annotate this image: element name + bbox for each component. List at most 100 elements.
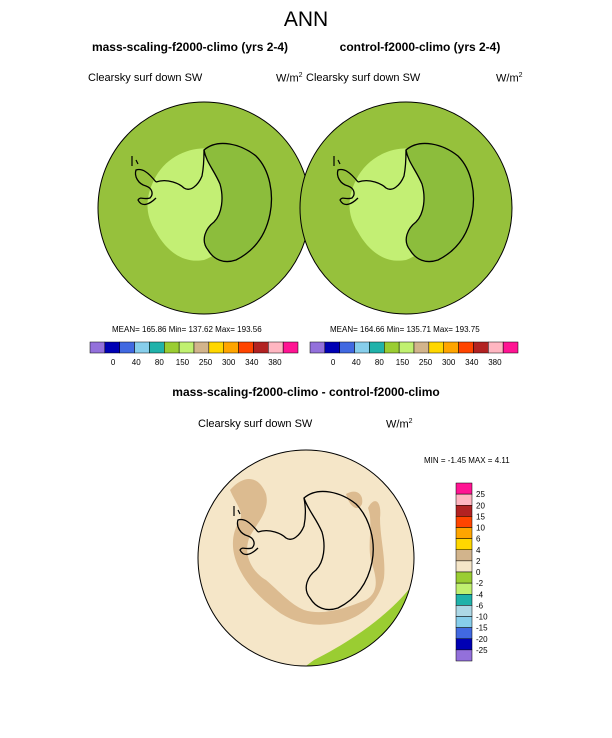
panel-1-colorbar-tick-label: 300 (222, 358, 236, 367)
diff-colorbar-tick-label: 4 (476, 546, 481, 555)
diff-colorbar-tick-label: -20 (476, 635, 488, 644)
diff-colorbar-swatch (455, 516, 473, 528)
panel-1-polar-map (97, 101, 311, 315)
panel-1-stats: MEAN= 165.86 Min= 137.62 Max= 193.56 (112, 325, 262, 334)
diff-units: W/m2 (386, 418, 413, 431)
diff-colorbar-swatch (455, 616, 473, 628)
diff-peninsula-coast (236, 518, 259, 556)
diff-colorbar-tick-label: -10 (476, 613, 488, 622)
panel-1-colorbar-tick-label: 0 (111, 358, 116, 367)
diff-colorbar-tick-label: 10 (476, 524, 485, 533)
diff-colorbar-swatch (455, 594, 473, 606)
diff-colorbar-tick-label: 0 (476, 568, 481, 577)
diff-colorbar-tick-label: 6 (476, 535, 481, 544)
panel-2-polar-map (299, 101, 513, 315)
diff-colorbar-swatch (455, 649, 473, 662)
diff-colorbar-swatch (455, 582, 473, 595)
panel-1-colorbar-swatch (149, 341, 165, 354)
panel-2-units: W/m2 (496, 72, 523, 85)
panel-2-colorbar-tick-label: 380 (488, 358, 502, 367)
diff-positive-anomaly-patch (346, 491, 363, 509)
panel-2-colorbar-swatch (488, 341, 504, 354)
diff-east-antarctica-coast (303, 490, 374, 611)
panel-2-colorbar-swatch (324, 341, 340, 354)
diff-weddell-coast (257, 497, 307, 540)
diff-colorbar-swatch (455, 638, 473, 651)
panel-2-colorbar-swatch (458, 341, 474, 354)
panel-2-title: control-f2000-climo (yrs 2-4) (339, 40, 501, 54)
diff-polar-map (197, 449, 415, 667)
panel-1-colorbar-tick-label: 250 (199, 358, 213, 367)
panel-1-peninsula-coast (134, 168, 157, 206)
panel-1-colorbar-swatch (89, 341, 106, 354)
diff-colorbar-tick-label: 25 (476, 490, 485, 499)
diff-colorbar-tick-label: -4 (476, 590, 484, 599)
panel-2-colorbar-swatch (309, 341, 326, 354)
diff-positive-anomaly-band (230, 478, 385, 625)
panel-2-variable-label: Clearsky surf down SW (306, 72, 421, 84)
diff-colorbar-tick-label: -6 (476, 601, 484, 610)
panel-2-colorbar-tick-label: 0 (331, 358, 336, 367)
panel-2-colorbar-swatch (413, 341, 430, 354)
panel-2-colorbar-swatch (369, 341, 385, 354)
panel-2-colorbar-swatch (354, 341, 370, 354)
diff-colorbar-swatch (455, 493, 473, 506)
diff-colorbar-swatch (455, 482, 473, 495)
diff-colorbar-swatch (455, 571, 473, 584)
panel-1-colorbar: 0 40 80 150 250 300 340 380 (89, 341, 299, 367)
panel-1-colorbar-swatch (238, 341, 254, 354)
panel-1-colorbar-swatch (193, 341, 210, 354)
diff-title: mass-scaling-f2000-climo - control-f2000… (172, 385, 440, 399)
panel-1-variable-label: Clearsky surf down SW (88, 72, 203, 84)
panel-1-colorbar-tick-label: 80 (155, 358, 164, 367)
diff-colorbar-tick-label: -15 (476, 624, 488, 633)
diff-colorbar-tick-label: -2 (476, 579, 484, 588)
panel-1-colorbar-swatch (223, 341, 239, 354)
panel-1-colorbar-swatch (208, 341, 224, 354)
panel-1-units: W/m2 (276, 72, 303, 85)
panel-1-colorbar-swatch (104, 341, 120, 354)
diff-colorbar-swatch (455, 560, 473, 573)
panel-2-stats: MEAN= 164.66 Min= 135.71 Max= 193.75 (330, 325, 480, 334)
diff-colorbar-swatch (455, 605, 473, 617)
diff-colorbar-swatch (455, 549, 473, 562)
panel-2-colorbar-tick-label: 300 (442, 358, 456, 367)
panel-1-colorbar-tick-label: 40 (132, 358, 141, 367)
panel-2-colorbar-swatch (384, 341, 400, 354)
panel-2-peninsula-coast (336, 168, 359, 206)
panel-2-weddell-coast (357, 149, 407, 190)
panel-2-colorbar-swatch (502, 341, 519, 354)
panel-1-colorbar-tick-label: 340 (245, 358, 259, 367)
diff-colorbar-tick-label: 2 (476, 557, 481, 566)
panel-1-islands (131, 156, 139, 166)
panel-1-colorbar-tick-label: 150 (176, 358, 190, 367)
panel-1-colorbar-swatch (282, 341, 299, 354)
panel-1-colorbar-swatch (134, 341, 150, 354)
panel-2-colorbar-tick-label: 80 (375, 358, 384, 367)
panel-2-islands (333, 156, 341, 166)
panel-2-colorbar-tick-label: 340 (465, 358, 479, 367)
diff-colorbar-tick-label: 20 (476, 501, 485, 510)
panel-1-weddell-coast (155, 149, 205, 190)
diff-colorbar-swatch (455, 627, 473, 639)
panel-1-colorbar-swatch (119, 341, 135, 354)
diff-colorbar-tick-label: 15 (476, 512, 485, 521)
panel-2-colorbar-swatch (428, 341, 444, 354)
panel-1-colorbar-swatch (268, 341, 284, 354)
panel-2-colorbar-swatch (443, 341, 459, 354)
diff-variable-label: Clearsky surf down SW (198, 418, 313, 430)
panel-1-east-antarctica (203, 142, 273, 263)
diff-stats: MIN = -1.45 MAX = 4.11 (424, 456, 510, 465)
panel-2-colorbar-swatch (473, 341, 489, 354)
diff-colorbar-swatch (455, 505, 473, 517)
panel-1-colorbar-swatch (253, 341, 269, 354)
panel-1-colorbar-tick-label: 380 (268, 358, 282, 367)
panel-2-colorbar-tick-label: 40 (352, 358, 361, 367)
panel-1-title: mass-scaling-f2000-climo (yrs 2-4) (91, 40, 289, 54)
diff-colorbar-swatch (455, 538, 473, 550)
panel-2-colorbar-swatch (339, 341, 355, 354)
diff-islands (233, 506, 241, 516)
panel-2-colorbar-tick-label: 150 (396, 358, 410, 367)
panel-2-colorbar-tick-label: 250 (419, 358, 433, 367)
diff-colorbar-tick-label: -25 (476, 646, 488, 655)
